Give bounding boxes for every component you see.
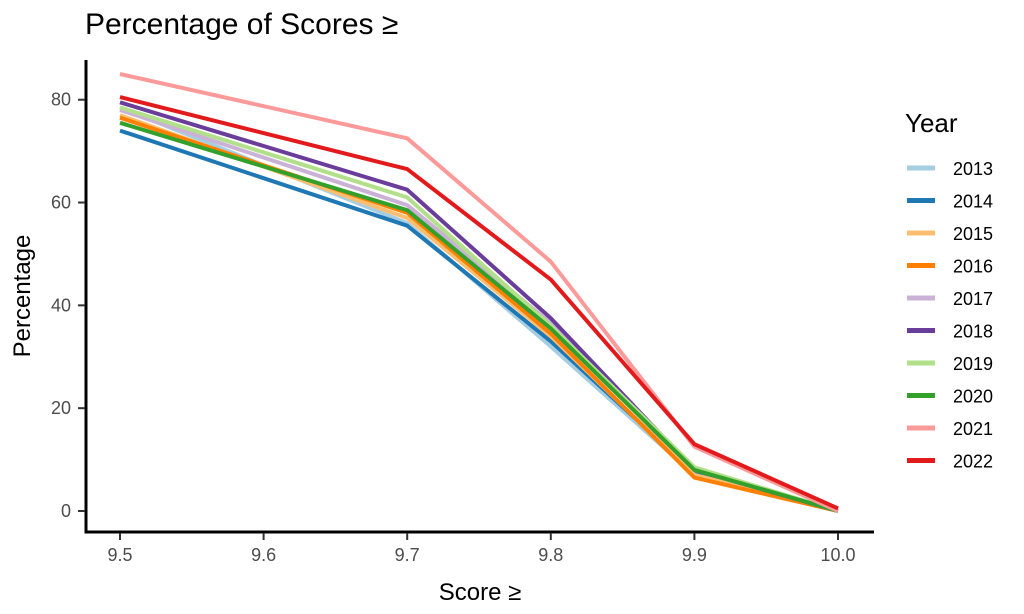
- y-tick-label: 80: [51, 90, 71, 110]
- legend-label: 2017: [953, 289, 993, 309]
- x-tick-label: 9.6: [251, 545, 276, 565]
- x-tick-label: 9.7: [395, 545, 420, 565]
- plot-area: 9.5 9.6 9.7 9.8 9.9 10.0 0 20 40 60 80: [51, 60, 874, 565]
- series-lines: [119, 72, 839, 513]
- series-line-2016: [119, 115, 839, 513]
- x-tick-label: 9.5: [107, 545, 132, 565]
- legend-item-2014: 2014: [907, 192, 993, 212]
- legend-label: 2019: [953, 354, 993, 374]
- x-axis-title: Score ≥: [439, 579, 522, 606]
- y-tick-label: 60: [51, 193, 71, 213]
- legend-items: 2013 2014 2015 2016 2017 2018 2019 2020 2021 2022: [907, 159, 993, 472]
- legend-title: Year: [905, 108, 958, 138]
- x-tick-label: 9.8: [538, 545, 563, 565]
- x-tick-label: 9.9: [682, 545, 707, 565]
- legend-label: 2015: [953, 224, 993, 244]
- y-ticks: 0 20 40 60 80: [51, 90, 85, 521]
- legend-item-2021: 2021: [907, 419, 993, 439]
- chart-title: Percentage of Scores ≥: [85, 8, 398, 41]
- legend-item-2013: 2013: [907, 159, 993, 179]
- series-line-2020: [119, 120, 839, 513]
- legend-item-2020: 2020: [907, 387, 993, 407]
- legend-item-2022: 2022: [907, 452, 993, 472]
- legend-item-2016: 2016: [907, 257, 993, 277]
- y-tick-label: 20: [51, 398, 71, 418]
- series-line-2017: [119, 108, 839, 513]
- series-line-2021: [119, 72, 839, 513]
- legend-label: 2018: [953, 322, 993, 342]
- legend-label: 2021: [953, 419, 993, 439]
- x-ticks: 9.5 9.6 9.7 9.8 9.9 10.0: [107, 533, 856, 565]
- legend-label: 2014: [953, 192, 993, 212]
- series-line-2014: [119, 128, 839, 513]
- legend-label: 2020: [953, 387, 993, 407]
- y-tick-label: 40: [51, 295, 71, 315]
- y-axis-title: Percentage: [9, 235, 36, 358]
- legend-item-2019: 2019: [907, 354, 993, 374]
- series-line-2015: [119, 113, 839, 513]
- legend-item-2018: 2018: [907, 322, 993, 342]
- legend-item-2017: 2017: [907, 289, 993, 309]
- legend-label: 2022: [953, 452, 993, 472]
- legend-label: 2016: [953, 257, 993, 277]
- series-line-2022: [119, 95, 839, 511]
- series-line-2018: [119, 100, 839, 513]
- x-tick-label: 10.0: [820, 545, 855, 565]
- legend-item-2015: 2015: [907, 224, 993, 244]
- legend: Year 2013 2014 2015 2016 2017 2018 2019 2020 202…: [905, 108, 993, 472]
- legend-label: 2013: [953, 159, 993, 179]
- y-tick-label: 0: [61, 501, 71, 521]
